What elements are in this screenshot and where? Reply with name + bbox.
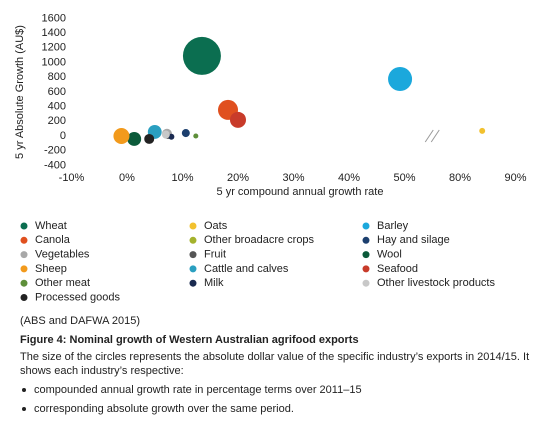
x-tick-label: 50%: [393, 172, 415, 184]
bubble: [229, 111, 247, 128]
bubble: [181, 129, 190, 138]
legend-label: Milk: [204, 277, 224, 289]
bullet: corresponding absolute growth over the s…: [20, 402, 540, 416]
y-tick-label: -400: [44, 159, 66, 171]
y-tick-label: 0: [60, 130, 66, 142]
legend-label: Fruit: [204, 249, 226, 261]
x-tick-label: 90%: [504, 172, 526, 184]
bullet: compounded annual growth rate in percent…: [20, 383, 540, 397]
legend-label: Canola: [35, 234, 71, 246]
legend-label: Hay and silage: [377, 234, 450, 246]
legend-label: Other broadacre crops: [204, 234, 315, 246]
y-tick-label: 200: [48, 115, 66, 127]
legend-label: Sheep: [35, 263, 67, 275]
legend-label: Processed goods: [35, 291, 120, 303]
legend-marker: [20, 236, 28, 244]
legend-marker: [362, 265, 370, 273]
legend-label: Other livestock products: [377, 277, 495, 289]
bullet-list: compounded annual growth rate in percent…: [20, 383, 540, 421]
legend-marker: [20, 265, 28, 273]
legend-marker: [362, 279, 370, 287]
legend-marker: [362, 251, 370, 259]
paragraph: The size of the circles represents the a…: [20, 351, 530, 377]
legend-marker: [362, 236, 370, 244]
x-tick-label: 80%: [449, 172, 471, 184]
y-tick-label: 1000: [42, 56, 66, 68]
legend-marker: [189, 265, 197, 273]
chart: 5 yr compound annual growth rate 5 yr Ab…: [14, 12, 527, 303]
bubble: [161, 130, 170, 139]
legend-marker: [189, 251, 197, 259]
legend-marker: [189, 236, 197, 244]
legend-label: Seafood: [377, 263, 418, 275]
legend-marker: [189, 279, 197, 287]
bubble: [193, 133, 199, 139]
x-tick-label: 40%: [338, 172, 360, 184]
y-axis-title: 5 yr Absolute Growth (AU$): [14, 25, 26, 159]
x-tick-label: 10%: [171, 172, 193, 184]
legend-marker: [20, 251, 28, 259]
y-tick-label: 400: [48, 101, 66, 113]
source: (ABS and DAFWA 2015): [20, 315, 141, 327]
legend-label: Vegetables: [35, 249, 90, 261]
x-tick-label: -10%: [59, 172, 85, 184]
bubble: [388, 67, 413, 92]
y-tick-label: 1400: [42, 27, 66, 39]
bubble: [127, 132, 142, 146]
bubble: [182, 36, 221, 75]
legend-label: Barley: [377, 220, 409, 232]
y-tick-label: 1600: [42, 12, 66, 24]
x-tick-label: 30%: [282, 172, 304, 184]
bubble: [144, 133, 155, 144]
bubble: [113, 127, 130, 145]
y-tick-label: 800: [48, 71, 66, 83]
caption: Figure 4: Nominal growth of Western Aust…: [20, 334, 359, 346]
legend-marker: [362, 222, 370, 230]
axis-break: [424, 129, 434, 143]
x-axis-title: 5 yr compound annual growth rate: [217, 186, 384, 198]
legend-marker: [189, 222, 197, 230]
legend-marker: [20, 294, 28, 301]
legend-label: Cattle and calves: [204, 263, 289, 275]
x-tick-label: 0%: [119, 172, 135, 184]
legend-label: Wool: [377, 249, 402, 261]
y-tick-label: -200: [44, 145, 66, 157]
x-tick-label: 20%: [227, 172, 249, 184]
legend-label: Other meat: [35, 277, 90, 289]
legend-label: Wheat: [35, 220, 67, 232]
legend-label: Oats: [204, 220, 228, 232]
bubble: [168, 133, 175, 140]
bubble: [479, 127, 486, 134]
legend-marker: [20, 279, 28, 287]
y-tick-label: 600: [48, 86, 66, 98]
y-tick-label: 1200: [42, 42, 66, 54]
legend-marker: [20, 222, 28, 230]
axis-break: [430, 129, 440, 143]
